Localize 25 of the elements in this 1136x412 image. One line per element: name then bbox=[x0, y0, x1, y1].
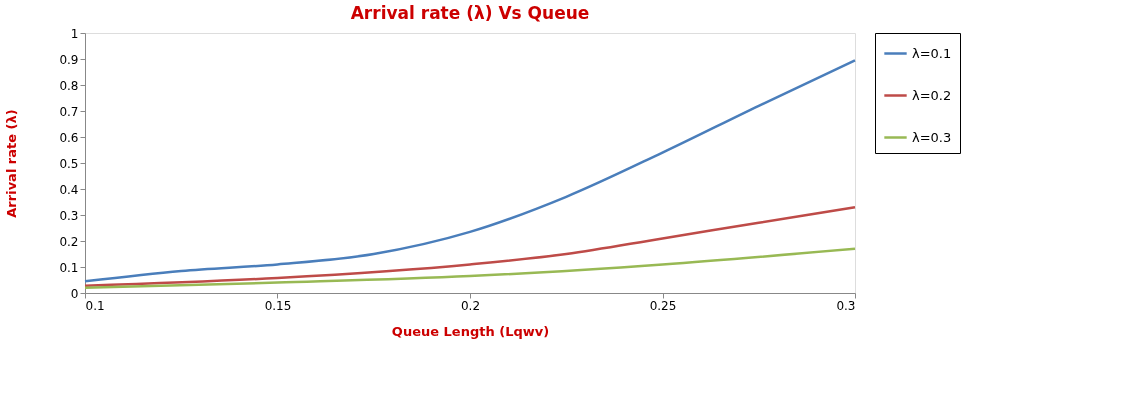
y-tick-label: 0.1 bbox=[59, 260, 79, 275]
chart-title: Arrival rate (λ) Vs Queue bbox=[350, 3, 590, 23]
x-tick-label: 0.1 bbox=[85, 298, 105, 313]
y-tick-label: 0 bbox=[70, 286, 79, 301]
legend-label: λ=0.1 bbox=[912, 45, 952, 61]
y-axis-title: Arrival rate (λ) bbox=[4, 109, 20, 218]
y-tick-label: 0.2 bbox=[59, 234, 79, 249]
x-tick-label: 0.3 bbox=[836, 298, 856, 313]
x-tick-label: 0.25 bbox=[649, 298, 677, 313]
y-tick-label: 0.9 bbox=[59, 52, 79, 67]
y-tick-label: 0.5 bbox=[59, 156, 79, 171]
x-tick-label: 0.15 bbox=[264, 298, 292, 313]
y-tick-label: 0.7 bbox=[59, 104, 79, 119]
line-series bbox=[83, 247, 857, 290]
line-series bbox=[83, 59, 857, 283]
x-tick-label: 0.2 bbox=[460, 298, 481, 313]
y-tick-label: 0.4 bbox=[59, 182, 79, 197]
line-series bbox=[83, 205, 857, 287]
y-tick-label: 0.8 bbox=[59, 78, 79, 93]
legend-label: λ=0.2 bbox=[912, 87, 952, 103]
legend-label: λ=0.3 bbox=[912, 129, 952, 145]
y-tick-label: 0.6 bbox=[59, 130, 79, 145]
x-axis-title: Queue Length (Lqwv) bbox=[391, 323, 550, 339]
y-tick-label: 0.3 bbox=[59, 208, 79, 223]
y-tick-label: 1 bbox=[70, 26, 79, 41]
